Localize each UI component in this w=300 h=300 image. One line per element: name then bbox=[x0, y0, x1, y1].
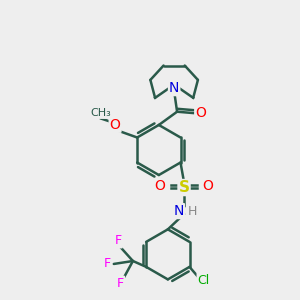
Text: N: N bbox=[174, 204, 184, 218]
Text: O: O bbox=[110, 118, 121, 132]
Text: F: F bbox=[117, 277, 124, 290]
Text: O: O bbox=[154, 179, 165, 193]
Text: F: F bbox=[115, 235, 122, 248]
Text: O: O bbox=[195, 106, 206, 120]
Text: CH₃: CH₃ bbox=[90, 108, 111, 118]
Text: S: S bbox=[178, 180, 190, 195]
Text: N: N bbox=[169, 81, 179, 95]
Text: H: H bbox=[188, 205, 197, 218]
Text: Cl: Cl bbox=[197, 274, 210, 286]
Text: F: F bbox=[104, 257, 111, 271]
Text: O: O bbox=[203, 179, 214, 193]
